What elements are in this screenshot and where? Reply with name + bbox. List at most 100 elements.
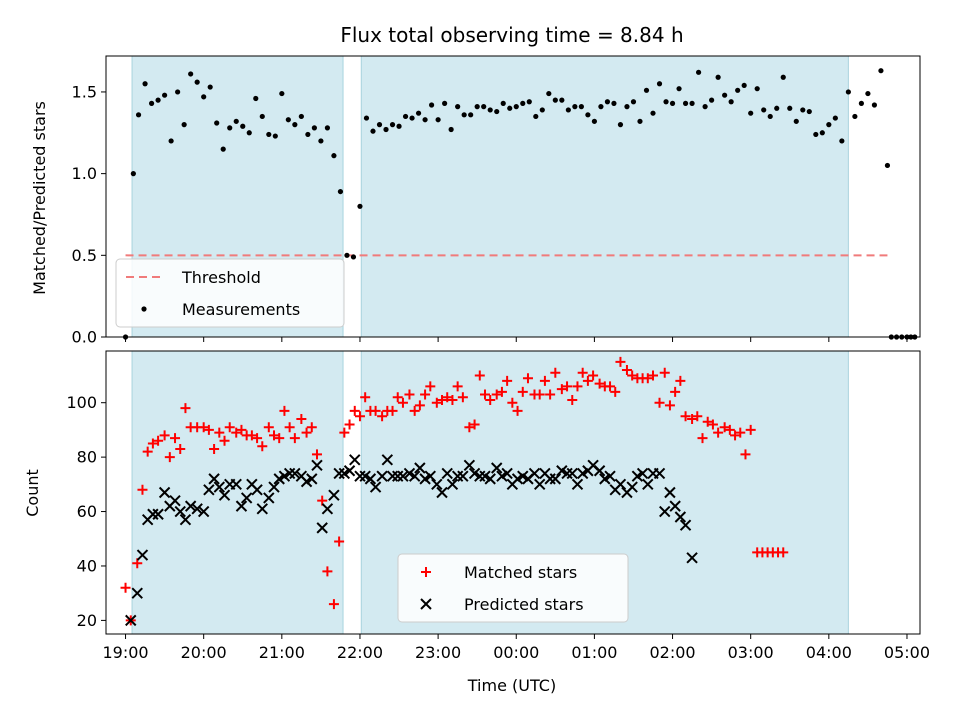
data-point: [539, 375, 550, 386]
data-point: [259, 113, 265, 120]
legend-label: Measurements: [182, 300, 300, 319]
data-point: [479, 389, 490, 400]
data-point: [328, 599, 339, 610]
data-point: [235, 500, 248, 512]
y-tick-label: 20: [77, 611, 97, 630]
data-point: [654, 397, 665, 408]
data-point: [572, 104, 578, 110]
data-point: [324, 125, 331, 131]
data-point: [520, 100, 526, 106]
data-point: [878, 68, 884, 74]
data-point: [306, 473, 318, 485]
data-point: [594, 378, 605, 389]
data-point: [214, 120, 220, 126]
ratio-panel: 0.0 0.5 1.0 1.5 Threshold Measurements: [72, 55, 921, 347]
data-point: [257, 441, 268, 452]
data-point: [787, 105, 793, 111]
data-point: [735, 427, 746, 438]
data-point: [491, 389, 502, 400]
data-point: [539, 107, 545, 113]
data-point: [337, 188, 344, 195]
x-tick-label: 03:00: [728, 643, 774, 662]
data-point: [501, 467, 513, 480]
data-point: [559, 97, 565, 103]
data-point: [451, 470, 464, 482]
x-tick-label: 05:00: [884, 643, 930, 662]
data-point: [455, 104, 461, 110]
data-point: [884, 162, 891, 169]
data-point: [642, 373, 653, 384]
data-point: [680, 411, 691, 422]
data-point: [130, 171, 136, 177]
data-point: [534, 389, 545, 400]
series-predicted-stars: [125, 454, 698, 627]
data-point: [533, 113, 539, 120]
data-point: [159, 430, 170, 441]
data-point: [162, 92, 168, 98]
data-point: [687, 414, 698, 425]
y-tick-label: 40: [77, 556, 97, 575]
data-point: [213, 481, 226, 493]
data-point: [274, 433, 285, 444]
data-point: [615, 356, 626, 367]
data-point: [496, 386, 507, 397]
data-point: [263, 422, 274, 433]
data-point: [408, 470, 421, 482]
legend-swatch: [141, 306, 147, 312]
data-point: [218, 489, 231, 501]
data-point: [386, 470, 399, 482]
data-point: [147, 438, 158, 449]
series-matched-stars: [120, 356, 789, 626]
data-point: [754, 86, 760, 92]
data-point: [663, 99, 669, 105]
legend-swatch: [420, 598, 432, 610]
data-point: [767, 113, 773, 120]
data-point: [402, 113, 409, 120]
data-point: [702, 104, 708, 110]
data-point: [832, 115, 838, 121]
data-point: [643, 87, 650, 93]
data-point: [774, 105, 780, 111]
data-point: [642, 478, 654, 491]
data-point: [344, 252, 350, 258]
data-point: [158, 486, 171, 499]
data-point: [533, 478, 546, 491]
data-point: [437, 394, 448, 405]
data-point: [567, 394, 578, 405]
data-point: [269, 430, 280, 441]
data-point: [328, 489, 340, 501]
y-tick-label: 0.0: [72, 328, 97, 347]
data-point: [207, 84, 213, 90]
data-point: [562, 381, 573, 392]
series-measurements: [122, 68, 918, 340]
data-point: [377, 411, 388, 422]
x-tick-label: 21:00: [259, 643, 305, 662]
y-tick-label: 1.5: [72, 82, 97, 101]
data-point: [469, 419, 480, 430]
data-point: [298, 113, 304, 120]
data-point: [457, 392, 468, 403]
data-point: [198, 422, 209, 433]
data-point: [664, 400, 675, 411]
data-point: [344, 419, 355, 430]
data-point: [279, 90, 285, 97]
data-point: [383, 126, 389, 133]
data-point: [246, 130, 252, 136]
data-point: [201, 94, 207, 100]
data-point: [442, 100, 448, 106]
data-point: [604, 470, 616, 482]
data-point: [131, 587, 143, 599]
data-point: [728, 99, 734, 105]
data-point: [174, 505, 186, 518]
data-point: [481, 104, 487, 110]
data-point: [674, 511, 687, 523]
data-point: [656, 81, 663, 87]
data-point: [208, 473, 220, 485]
data-point: [436, 486, 448, 499]
data-point: [605, 381, 616, 392]
data-point: [507, 397, 518, 408]
data-point: [311, 449, 322, 460]
data-point: [289, 467, 301, 480]
data-point: [414, 400, 425, 411]
data-point: [125, 614, 137, 627]
